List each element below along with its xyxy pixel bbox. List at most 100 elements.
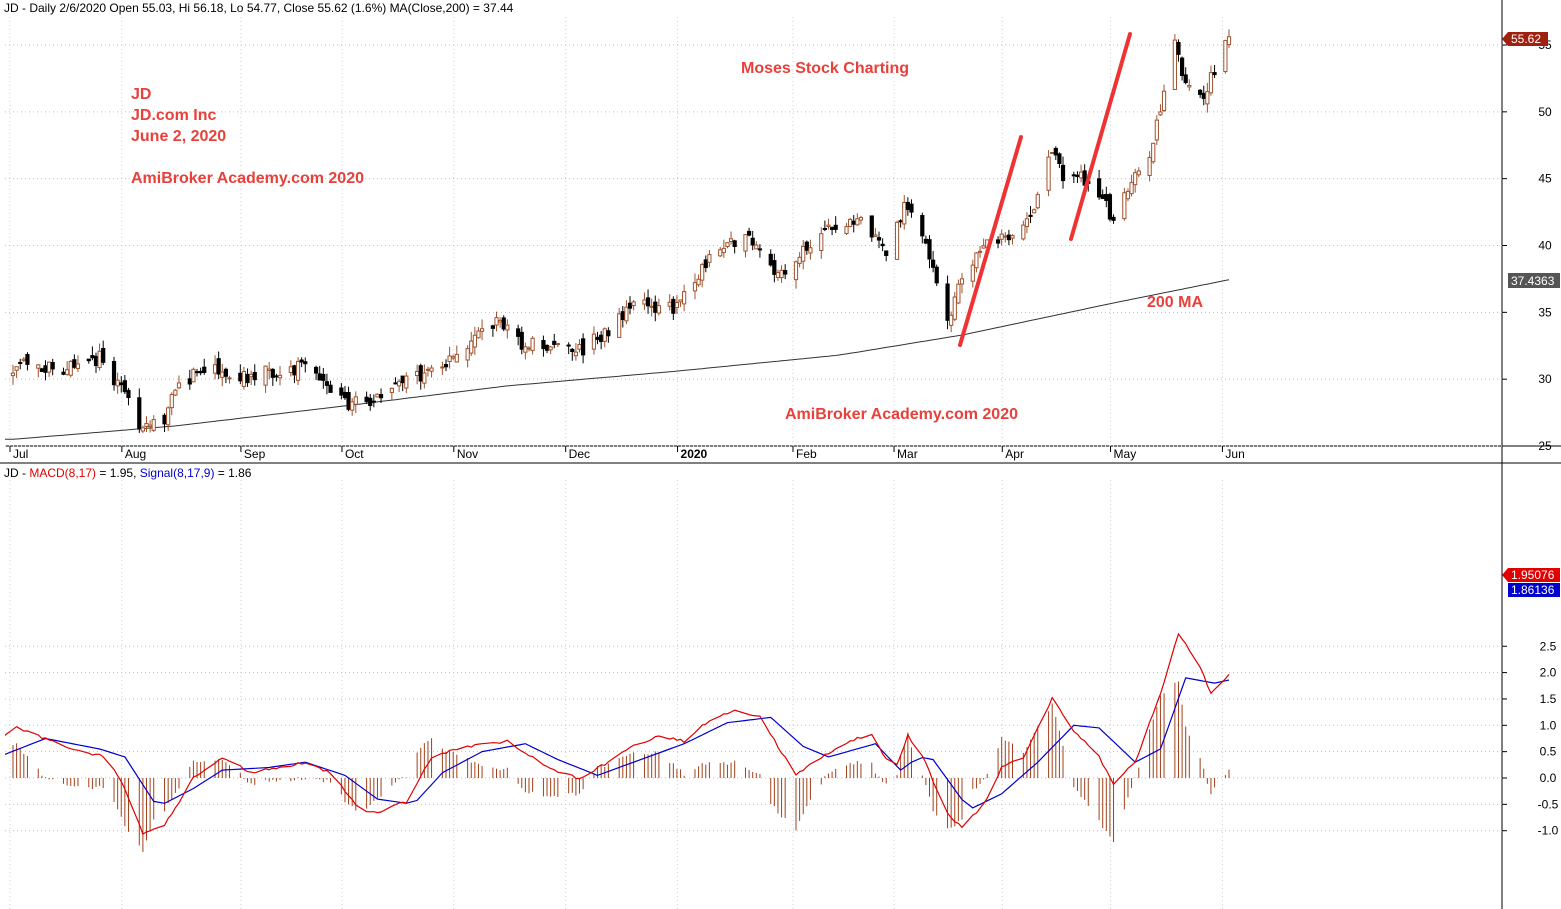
candle-body [267,368,272,372]
candle-body [115,379,120,387]
candle-body [1028,214,1033,217]
price-candle [1136,167,1141,178]
price-candle [1161,84,1167,113]
price-candle [1183,67,1188,85]
price-candle [642,292,647,310]
price-candle [126,387,131,406]
candle-body [649,305,654,308]
price-candle [591,326,597,355]
candle-body [277,374,283,379]
price-candle [447,346,452,369]
price-candle [249,370,254,386]
candle-body [801,245,806,262]
ma-200-layer [5,279,1230,440]
price-candle [851,215,856,233]
candle-body [68,360,73,376]
candle-body [342,391,348,399]
price-candle [970,259,975,288]
candle-body [1179,57,1185,77]
price-candle [46,361,52,377]
price-candle [454,345,459,363]
candle-body [952,296,957,320]
price-candle [833,216,838,233]
price-candle [1075,171,1080,184]
price-candle [39,367,44,373]
price-candle [313,365,319,380]
candle-body [187,378,192,385]
annotation-watermark-bottom: AmiBroker Academy.com 2020 [785,406,1018,423]
candle-body [902,201,907,225]
price-y-tick-label: 30 [1538,372,1552,386]
price-candle [732,239,737,254]
candle-body [46,361,52,373]
candle-body [198,370,203,374]
price-y-tick-label: 40 [1538,239,1552,253]
candle-body [162,414,167,425]
price-candle [743,234,748,258]
candle-body [642,299,647,305]
price-candle [808,239,813,260]
macd-gridlines [5,480,1502,909]
price-candle [350,398,355,416]
price-candle [1053,146,1058,161]
candle-body [1107,194,1113,220]
candle-body [728,238,734,243]
price-candle [97,343,102,371]
price-candle [1201,85,1206,106]
candle-body [894,221,900,260]
price-candle [422,364,427,389]
candle-body [1003,235,1008,238]
price-candle [1107,192,1113,222]
price-candle [923,235,929,245]
price-candle [548,346,553,355]
candle-body [166,407,171,426]
price-candle [746,227,752,237]
candle-body [93,355,99,367]
price-y-axis: 25303540455055 [1502,38,1552,453]
candle-body [826,224,831,227]
price-candle [909,199,914,218]
price-candle [1198,89,1203,98]
price-candle [86,358,91,364]
trend-line-april [1069,32,1132,241]
price-candle [140,425,145,434]
price-candle [295,357,301,386]
price-candle [898,219,903,228]
price-candle [1010,234,1015,245]
candle-body [194,371,200,374]
price-y-tick-label: 50 [1538,105,1552,119]
candle-body [779,269,784,279]
candle-body [920,215,925,237]
price-candle [238,364,243,385]
candle-body [252,371,257,381]
price-candle [1172,34,1177,91]
candle-body [43,365,48,373]
macd-header-signal: Signal(8,17,9) [140,466,215,480]
last-price-tag: 55.62 [1502,32,1548,46]
price-candle [227,375,232,384]
candle-body [570,348,575,353]
candle-body [595,336,600,340]
price-candle [443,359,449,372]
price-candle [855,213,860,226]
price-candle [122,375,127,395]
candle-body [65,369,70,375]
price-candle [627,296,633,315]
candle-body [819,233,824,251]
price-candle [50,358,55,376]
x-tick-label: May [1114,447,1137,461]
candle-body [653,301,658,313]
candle-body [1187,84,1192,88]
price-candle [148,420,153,433]
price-candle [494,311,499,332]
x-tick-label: Mar [897,447,918,461]
price-header: JD - Daily 2/6/2020 Open 55.03, Hi 56.18… [4,1,514,15]
macd-y-tick-label: 1.5 [1540,692,1557,706]
macd-y-tick-label: 1.0 [1540,718,1557,732]
candle-body [909,203,914,213]
price-candle [393,377,398,385]
price-candle [68,360,73,378]
price-candle [498,317,503,328]
candle-body [974,252,979,269]
